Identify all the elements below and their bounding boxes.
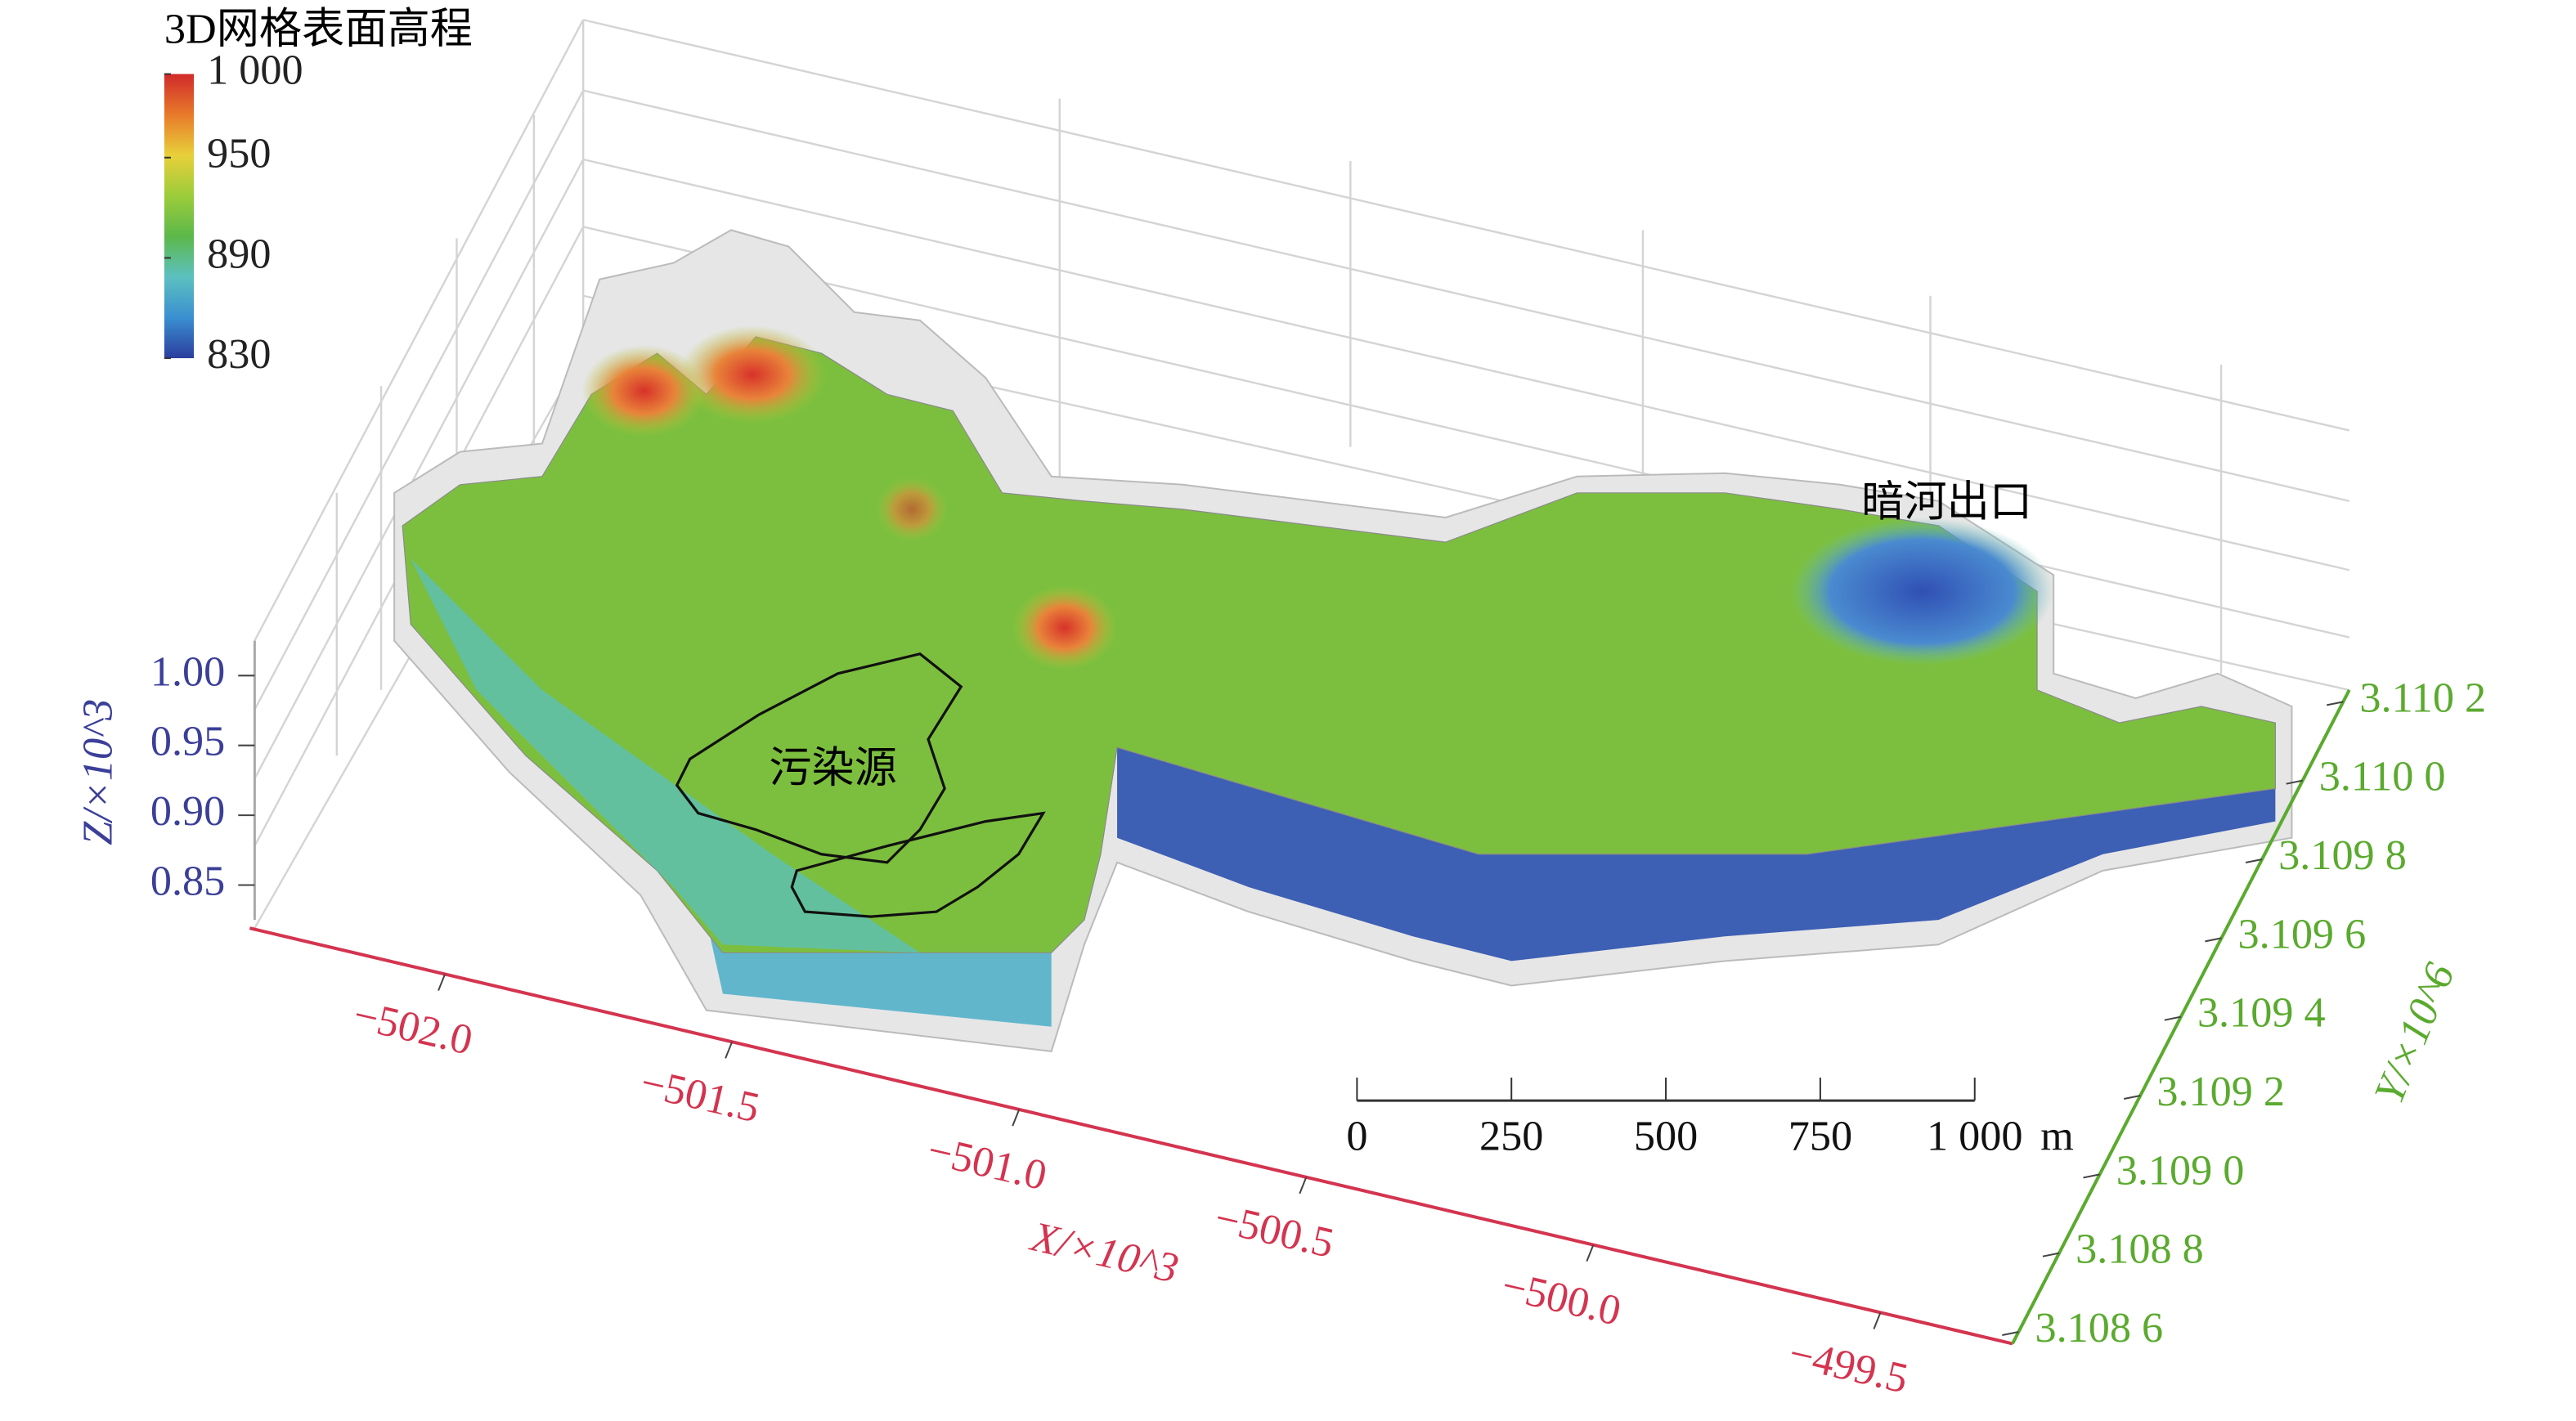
terrain-peak bbox=[1012, 585, 1118, 670]
scale-label: 0 bbox=[1346, 1112, 1367, 1159]
z-tick-label: 1.00 bbox=[150, 648, 225, 695]
y-tick bbox=[2205, 937, 2222, 943]
scale-label: 750 bbox=[1788, 1112, 1852, 1159]
colorbar-tick-label: 830 bbox=[207, 330, 271, 378]
scale-label: 500 bbox=[1634, 1112, 1698, 1159]
y-tick-label: 3.109 0 bbox=[2116, 1146, 2245, 1194]
terrain bbox=[393, 229, 2293, 1052]
terrain-peak bbox=[678, 325, 827, 424]
x-tick bbox=[1299, 1177, 1308, 1195]
y-tick bbox=[2245, 858, 2263, 864]
x-tick-label: −500.5 bbox=[1210, 1194, 1338, 1267]
y-tick bbox=[2164, 1015, 2182, 1021]
x-tick-label: −501.5 bbox=[636, 1059, 764, 1132]
z-tick-label: 0.85 bbox=[150, 857, 225, 904]
y-tick-label: 3.108 6 bbox=[2035, 1304, 2163, 1352]
x-axis-label: X/×10^3 bbox=[1025, 1213, 1183, 1293]
x-tick bbox=[438, 974, 447, 991]
y-tick-label: 3.109 8 bbox=[2278, 832, 2407, 879]
colorbar-tick-label: 1 000 bbox=[207, 47, 303, 94]
annotation: 暗河出口 bbox=[1861, 478, 2032, 526]
x-tick bbox=[1012, 1109, 1021, 1127]
colorbar bbox=[164, 74, 195, 359]
y-tick-label: 3.108 8 bbox=[2076, 1226, 2204, 1273]
y-tick-label: 3.109 2 bbox=[2156, 1068, 2285, 1115]
z-axis-label: Z/×10^3 bbox=[74, 699, 122, 845]
y-tick-label: 3.110 2 bbox=[2359, 674, 2486, 721]
x-axis bbox=[249, 926, 2013, 1346]
scale-label: 1 000 bbox=[1927, 1112, 2023, 1159]
y-tick-label: 3.109 6 bbox=[2238, 910, 2367, 957]
y-tick-label: 3.110 0 bbox=[2319, 753, 2446, 800]
x-tick bbox=[1586, 1244, 1595, 1262]
terrain-peak bbox=[581, 345, 707, 437]
y-tick bbox=[2327, 701, 2344, 706]
terrain-low bbox=[1790, 517, 2054, 666]
x-tick-label: −499.5 bbox=[1784, 1329, 1912, 1403]
x-tick bbox=[1873, 1311, 1882, 1329]
scale-unit: m bbox=[2040, 1112, 2074, 1159]
y-axis-label: Y/×10^6 bbox=[2365, 957, 2464, 1110]
y-tick-label: 3.109 4 bbox=[2197, 989, 2326, 1037]
colorbar-tick-label: 950 bbox=[207, 130, 271, 177]
x-tick-label: −501.0 bbox=[923, 1127, 1051, 1200]
y-tick bbox=[2083, 1173, 2100, 1179]
y-tick bbox=[2286, 779, 2303, 785]
colorbar-tick-label: 890 bbox=[207, 230, 271, 277]
z-tick-label: 0.95 bbox=[150, 718, 225, 765]
colorbar-title: 3D网格表面高程 bbox=[164, 5, 473, 52]
x-tick-label: −500.0 bbox=[1497, 1262, 1625, 1335]
terrain-lowland bbox=[411, 558, 920, 953]
x-tick-label: −502.0 bbox=[349, 991, 477, 1065]
z-tick-label: 0.90 bbox=[150, 787, 225, 835]
x-tick bbox=[725, 1041, 734, 1059]
y-tick bbox=[2123, 1095, 2141, 1100]
source-outline bbox=[790, 811, 1046, 918]
y-tick bbox=[2042, 1252, 2060, 1257]
source-outline bbox=[675, 652, 963, 864]
terrain-peak bbox=[875, 476, 949, 543]
scale-label: 250 bbox=[1479, 1112, 1543, 1159]
annotation: 污染源 bbox=[769, 744, 897, 791]
y-tick bbox=[2002, 1331, 2019, 1336]
